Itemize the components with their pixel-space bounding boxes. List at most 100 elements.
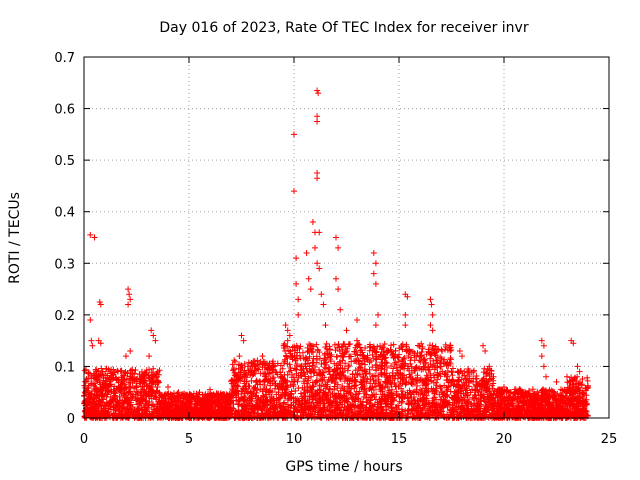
data-point xyxy=(246,383,253,390)
data-point xyxy=(370,403,377,410)
data-point xyxy=(472,386,479,393)
data-point xyxy=(286,361,293,368)
data-point xyxy=(322,365,329,372)
data-point xyxy=(290,383,297,390)
data-point xyxy=(344,383,351,390)
data-point xyxy=(81,367,88,374)
data-point xyxy=(549,393,556,400)
data-point xyxy=(263,411,270,418)
data-point xyxy=(309,396,316,403)
data-point xyxy=(430,399,437,406)
data-point xyxy=(277,411,284,418)
data-point xyxy=(288,390,295,397)
data-point xyxy=(139,383,146,390)
data-point xyxy=(104,374,111,381)
data-point xyxy=(113,376,120,383)
data-point xyxy=(297,343,304,350)
data-point xyxy=(356,411,363,418)
data-point xyxy=(325,376,332,383)
data-point xyxy=(232,358,239,365)
data-point xyxy=(279,365,286,372)
data-point xyxy=(270,363,277,370)
data-point xyxy=(431,406,438,413)
data-point xyxy=(245,359,252,366)
data-point xyxy=(531,392,538,399)
data-point xyxy=(367,376,374,383)
data-point xyxy=(373,366,380,373)
data-point xyxy=(427,350,434,357)
data-point xyxy=(367,344,374,351)
data-point xyxy=(347,341,354,348)
data-point xyxy=(575,380,582,387)
data-point xyxy=(146,366,153,373)
data-point xyxy=(90,370,97,377)
data-point xyxy=(318,361,325,368)
data-point xyxy=(555,395,562,402)
data-point xyxy=(504,387,511,394)
data-point xyxy=(457,394,464,401)
data-point xyxy=(339,365,346,372)
data-point xyxy=(295,385,302,392)
data-point xyxy=(120,400,127,407)
data-point xyxy=(297,390,304,397)
data-point xyxy=(544,400,551,407)
data-point xyxy=(304,360,311,367)
data-point xyxy=(461,384,468,391)
data-point xyxy=(294,356,301,363)
data-point xyxy=(414,403,421,410)
data-point xyxy=(377,399,384,406)
data-point xyxy=(439,347,446,354)
data-point xyxy=(417,411,424,418)
data-point xyxy=(121,372,128,379)
data-point xyxy=(266,378,273,385)
data-point xyxy=(383,409,390,416)
data-point xyxy=(433,357,440,364)
data-point xyxy=(292,387,299,394)
data-point xyxy=(422,385,429,392)
data-point xyxy=(450,382,457,389)
data-point xyxy=(323,350,330,357)
data-point xyxy=(483,406,490,413)
data-point xyxy=(373,406,380,413)
data-point xyxy=(184,400,191,407)
data-point xyxy=(516,398,523,405)
data-point xyxy=(145,402,152,409)
data-point xyxy=(558,406,565,413)
data-point xyxy=(122,394,129,401)
data-point xyxy=(306,383,313,390)
data-point xyxy=(293,370,300,377)
data-point xyxy=(441,382,448,389)
data-point xyxy=(158,393,165,400)
data-point xyxy=(254,387,261,394)
data-point xyxy=(323,395,330,402)
data-point xyxy=(480,376,487,383)
data-point xyxy=(330,374,337,381)
data-point xyxy=(342,344,349,351)
data-point xyxy=(569,381,576,388)
data-point xyxy=(142,393,149,400)
data-point xyxy=(468,369,475,376)
data-point xyxy=(559,397,566,404)
data-point xyxy=(566,384,573,391)
data-point xyxy=(187,407,194,414)
data-point xyxy=(452,393,459,400)
data-point xyxy=(279,374,286,381)
data-point xyxy=(389,394,396,401)
data-point xyxy=(239,395,246,402)
data-point xyxy=(439,388,446,395)
data-point xyxy=(293,397,300,404)
data-point xyxy=(355,357,362,364)
data-point xyxy=(211,397,218,404)
data-point xyxy=(288,374,295,381)
data-point xyxy=(135,394,142,401)
data-point xyxy=(95,367,102,374)
data-point xyxy=(235,383,242,390)
data-point xyxy=(217,399,224,406)
data-point xyxy=(558,386,564,393)
grid-lines xyxy=(84,57,609,418)
data-point xyxy=(357,408,364,415)
data-point xyxy=(361,414,368,421)
data-point xyxy=(348,385,355,392)
data-point xyxy=(333,403,340,410)
data-point xyxy=(437,354,444,361)
